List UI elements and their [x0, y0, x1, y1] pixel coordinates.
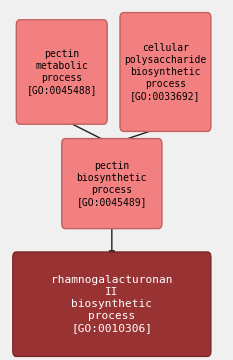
FancyBboxPatch shape [120, 13, 211, 131]
Text: cellular
polysaccharide
biosynthetic
process
[GO:0033692]: cellular polysaccharide biosynthetic pro… [124, 43, 207, 101]
FancyBboxPatch shape [62, 139, 162, 229]
Text: rhamnogalacturonan
II
biosynthetic
process
[GO:0010306]: rhamnogalacturonan II biosynthetic proce… [51, 275, 173, 333]
FancyBboxPatch shape [13, 252, 211, 356]
FancyBboxPatch shape [16, 20, 107, 124]
Text: pectin
biosynthetic
process
[GO:0045489]: pectin biosynthetic process [GO:0045489] [77, 161, 147, 207]
Text: pectin
metabolic
process
[GO:0045488]: pectin metabolic process [GO:0045488] [27, 49, 97, 95]
